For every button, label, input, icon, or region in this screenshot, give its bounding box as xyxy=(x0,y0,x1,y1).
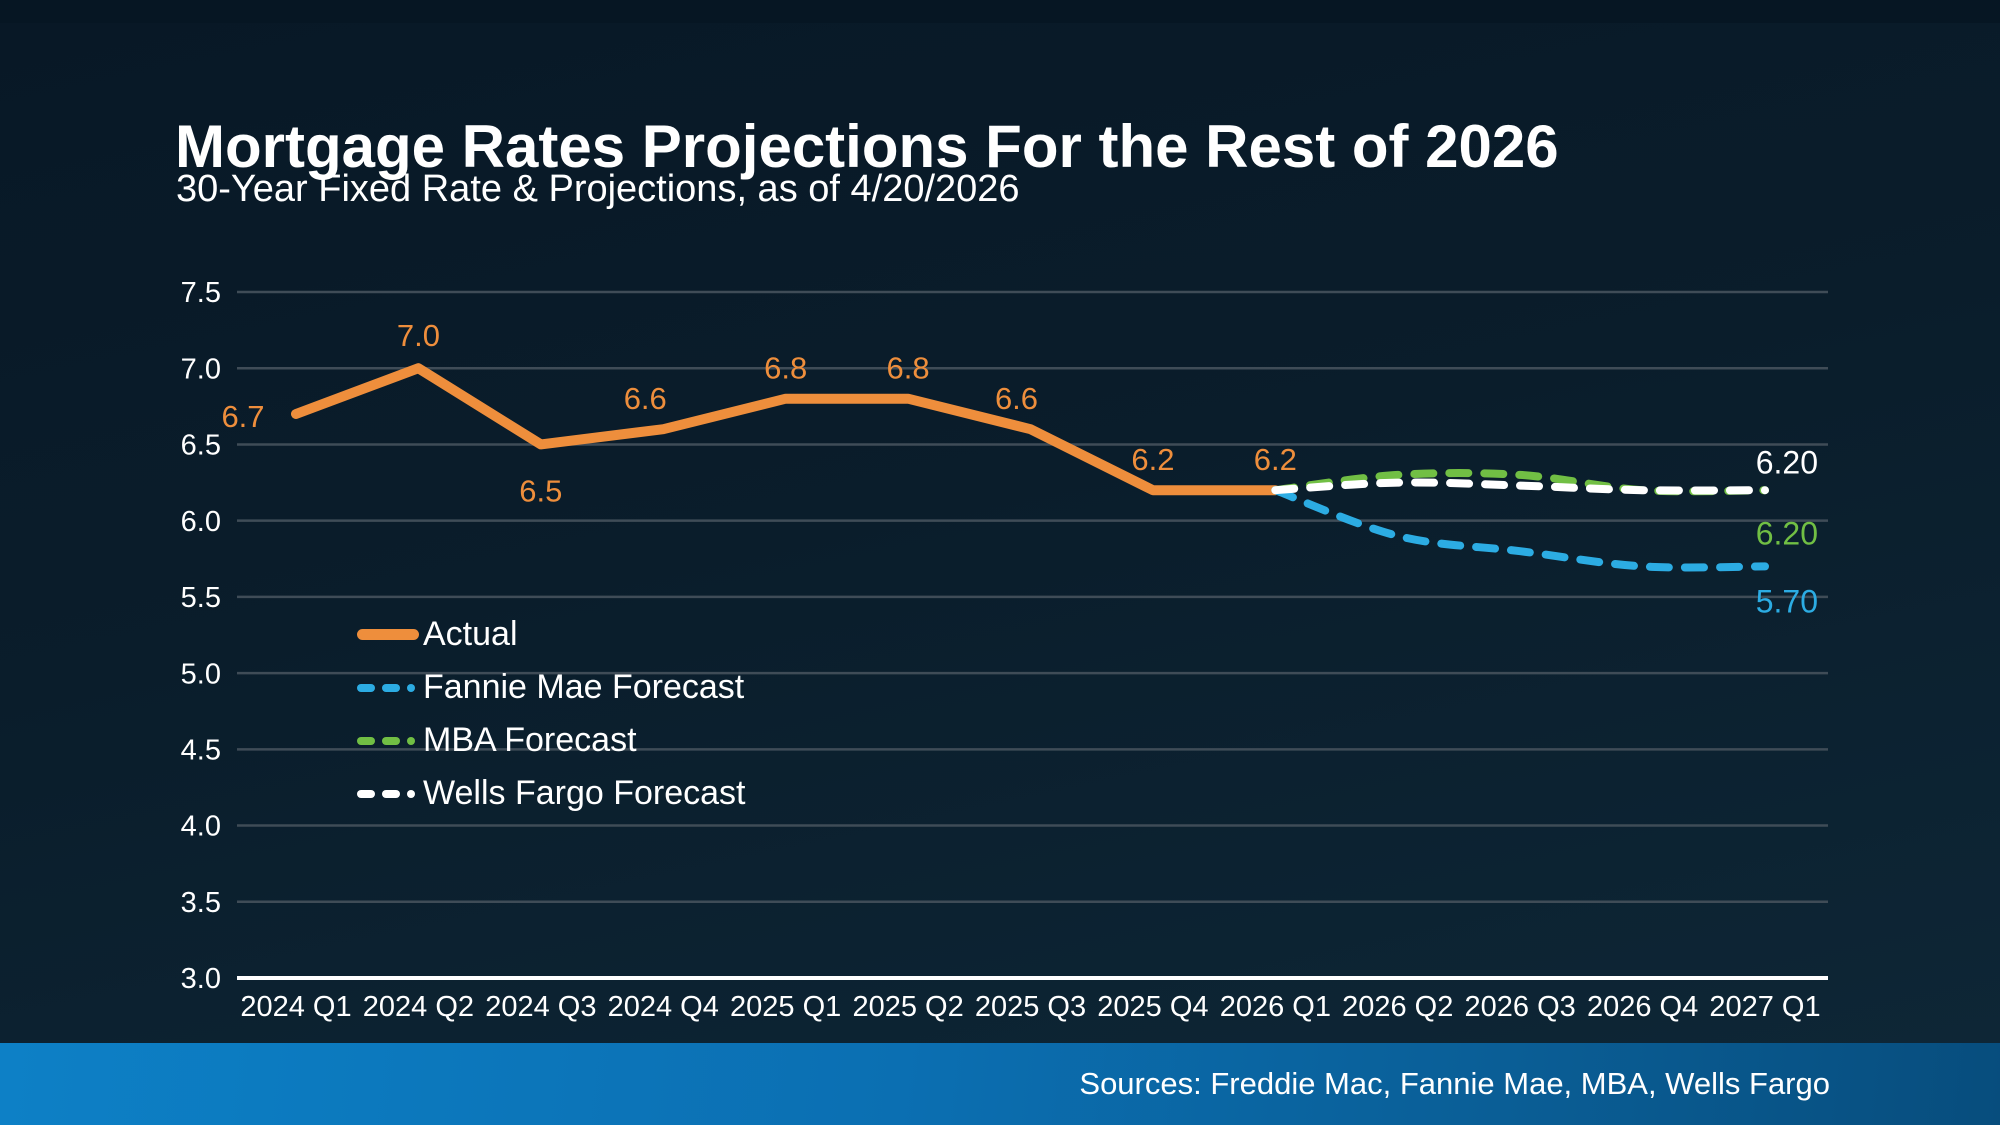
y-tick-label: 4.0 xyxy=(181,811,221,843)
x-tick-label: 2026 Q3 xyxy=(1465,991,1576,1023)
sources-text: Sources: Freddie Mac, Fannie Mae, MBA, W… xyxy=(1079,1066,1830,1101)
y-tick-label: 6.5 xyxy=(181,430,221,462)
y-tick-label: 7.5 xyxy=(181,277,221,309)
series-line-mba-forecast xyxy=(1271,469,1769,496)
legend-item-actual: Actual xyxy=(357,608,745,661)
y-tick-label: 5.5 xyxy=(181,582,221,614)
legend-item-fannie-mae-forecast: Fannie Mae Forecast xyxy=(357,661,745,714)
point-label: 6.2 xyxy=(1254,442,1297,477)
end-label: 5.70 xyxy=(1756,584,1818,620)
sources-bar: Sources: Freddie Mac, Fannie Mae, MBA, W… xyxy=(0,1043,2000,1125)
point-label: 6.6 xyxy=(995,381,1038,416)
y-tick-label: 5.0 xyxy=(181,658,221,690)
dashed-line-swatch-icon xyxy=(357,736,421,745)
swatch-dot xyxy=(407,736,415,745)
y-tick-label: 4.5 xyxy=(181,734,221,766)
series-line-fannie-mae-forecast xyxy=(1271,486,1769,572)
legend-label: Wells Fargo Forecast xyxy=(423,774,746,812)
solid-line-swatch-icon xyxy=(357,629,421,640)
y-tick-label: 6.0 xyxy=(181,506,221,538)
swatch-dash xyxy=(357,683,375,692)
end-label: 6.20 xyxy=(1756,515,1818,551)
x-tick-label: 2024 Q2 xyxy=(363,991,474,1023)
swatch-dash xyxy=(357,736,375,745)
swatch-dot xyxy=(407,789,415,798)
swatch-dash xyxy=(382,683,400,692)
legend-label: MBA Forecast xyxy=(423,721,637,759)
x-tick-label: 2027 Q1 xyxy=(1709,991,1820,1023)
y-tick-label: 3.0 xyxy=(181,963,221,995)
swatch-dash xyxy=(382,736,400,745)
dashed-line-swatch-icon xyxy=(357,683,421,692)
legend-label: Actual xyxy=(423,615,518,653)
legend-item-mba-forecast: MBA Forecast xyxy=(357,714,745,767)
x-tick-label: 2025 Q1 xyxy=(730,991,841,1023)
point-label: 6.2 xyxy=(1131,442,1174,477)
legend-label: Fannie Mae Forecast xyxy=(423,668,745,706)
y-tick-label: 3.5 xyxy=(181,887,221,919)
top-accent-strip xyxy=(0,0,2000,23)
point-label: 6.5 xyxy=(519,473,562,508)
x-tick-label: 2026 Q2 xyxy=(1342,991,1453,1023)
x-tick-label: 2024 Q3 xyxy=(485,991,596,1023)
point-label: 6.8 xyxy=(764,351,807,386)
point-label: 7.0 xyxy=(397,318,440,353)
x-tick-label: 2024 Q1 xyxy=(240,991,351,1023)
series-line-actual xyxy=(291,363,1281,496)
x-tick-label: 2025 Q3 xyxy=(975,991,1086,1023)
legend-item-wells-fargo-forecast: Wells Fargo Forecast xyxy=(357,767,745,820)
swatch-dash xyxy=(382,789,400,798)
chart-legend: Actual Fannie Mae Forecast MBA Forecast Wel… xyxy=(357,608,745,820)
swatch-dot xyxy=(407,683,415,692)
x-tick-label: 2026 Q4 xyxy=(1587,991,1698,1023)
page-title: Mortgage Rates Projections For the Rest … xyxy=(175,113,1559,181)
swatch-bar xyxy=(357,629,419,640)
x-tick-label: 2025 Q4 xyxy=(1097,991,1208,1023)
x-tick-label: 2024 Q4 xyxy=(608,991,719,1023)
x-tick-label: 2025 Q2 xyxy=(852,991,963,1023)
chart-subtitle: 30-Year Fixed Rate & Projections, as of … xyxy=(176,168,1020,210)
point-label: 6.6 xyxy=(624,381,667,416)
series-line-wells-fargo-forecast xyxy=(1271,478,1769,495)
dashed-line-swatch-icon xyxy=(357,789,421,798)
y-tick-label: 7.0 xyxy=(181,353,221,385)
swatch-dash xyxy=(357,789,375,798)
point-label: 6.7 xyxy=(221,399,264,434)
x-tick-label: 2026 Q1 xyxy=(1220,991,1331,1023)
point-label: 6.8 xyxy=(887,351,930,386)
end-label: 6.20 xyxy=(1756,444,1818,480)
